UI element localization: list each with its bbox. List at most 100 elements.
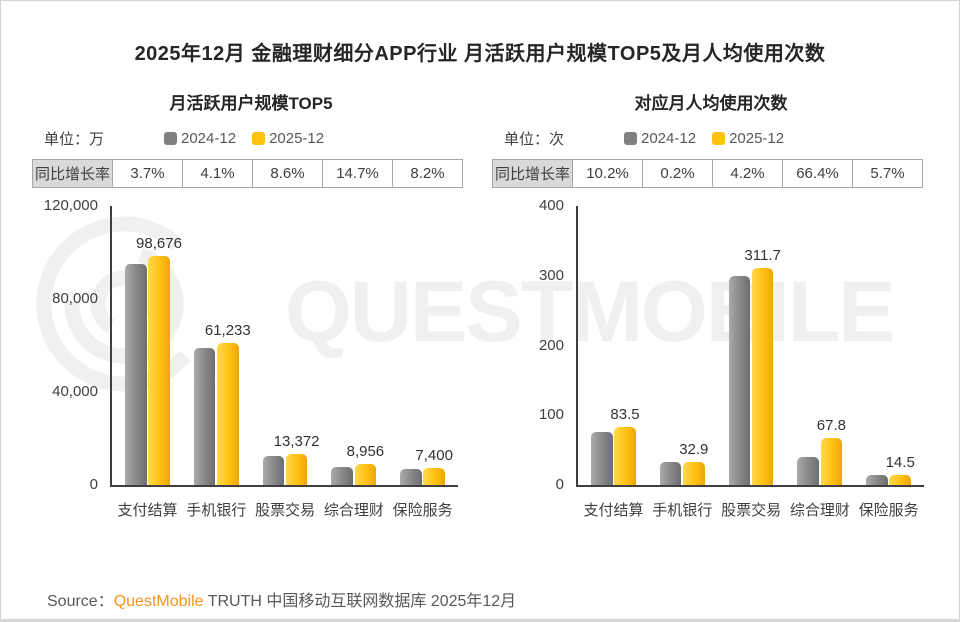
bar-chart-mau: 0 40,000 80,000 120,000 98,676 支付结算 61,233 手机银行… xyxy=(44,197,458,519)
yoy-growth-cell: 14.7% xyxy=(323,160,393,187)
category-label: 手机银行 xyxy=(652,502,713,519)
page-title: 2025年12月 金融理财细分APP行业 月活跃用户规模TOP5及月人均使用次数 xyxy=(134,43,826,65)
bar-group: 311.7 股票交易 xyxy=(721,206,781,519)
y-axis-tick-label: 40,000 xyxy=(52,383,98,400)
source-suffix: TRUTH 中国移动互联网数据库 2025年12月 xyxy=(203,593,517,610)
bar-2024-12 xyxy=(262,456,285,485)
category-label: 股票交易 xyxy=(721,502,782,519)
yoy-growth-cell: 0.2% xyxy=(643,160,713,187)
yoy-growth-table: 同比增长率 3.7% 4.1% 8.6% 14.7% 8.2% xyxy=(32,159,463,188)
bar-group: 98,676 支付结算 xyxy=(117,206,181,519)
bar-value-label: 98,676 xyxy=(136,234,182,252)
bar-value-label: 13,372 xyxy=(273,432,320,450)
y-axis-tick-label: 200 xyxy=(538,336,564,354)
bar-2024-12 xyxy=(591,432,613,485)
meta-row: 单位：次 2024-12 2025-12 xyxy=(504,127,931,149)
bar-2025-12 xyxy=(683,462,705,485)
legend-label: 2025-12 xyxy=(269,129,325,147)
yoy-growth-cell: 4.2% xyxy=(713,160,783,187)
bar-value-label: 61,233 xyxy=(204,321,251,339)
bar-value-label: 8,956 xyxy=(346,443,385,461)
yoy-growth-row-label: 同比增长率 xyxy=(493,160,573,187)
source-brand: QuestMobile xyxy=(113,593,204,610)
yoy-growth-cell: 8.2% xyxy=(410,165,445,182)
legend-item: 2025-12 xyxy=(252,130,324,147)
yoy-growth-cell: 8.6% xyxy=(253,160,323,187)
legend-swatch-icon xyxy=(252,131,266,145)
category-label: 保险服务 xyxy=(858,502,919,519)
y-axis-tick-label: 0 xyxy=(555,476,564,493)
meta-row: 单位：万 2024-12 2025-12 xyxy=(44,127,471,149)
yoy-growth-cell: 10.2% xyxy=(573,160,643,187)
yoy-growth-cell: 4.1% xyxy=(183,160,253,187)
category-label: 保险服务 xyxy=(392,502,453,519)
y-axis-tick-label: 0 xyxy=(89,476,98,493)
category-label: 支付结算 xyxy=(583,502,644,519)
bar-group: 67.8 综合理财 xyxy=(790,206,850,519)
yoy-growth-table: 同比增长率 10.2% 0.2% 4.2% 66.4% 5.7% xyxy=(492,159,923,188)
y-axis-tick-label: 120,000 xyxy=(43,197,98,214)
y-axis-tick-label: 80,000 xyxy=(52,290,98,307)
bar-2025-12 xyxy=(354,464,377,485)
category-label: 手机银行 xyxy=(186,502,247,519)
bar-group: 7,400 保险服务 xyxy=(393,206,453,519)
y-axis-tick-label: 100 xyxy=(538,406,564,424)
bar-chart-usage: 0 100 200 300 400 83.5 支付结算 32.9 手机银行 311.7 股票交易 67… xyxy=(539,197,924,519)
bar-value-label: 14.5 xyxy=(885,453,915,471)
bar-value-label: 311.7 xyxy=(744,246,781,264)
bar-2025-12 xyxy=(820,437,843,485)
yoy-growth-cell: 5.7% xyxy=(870,165,905,182)
yoy-growth-cells: 10.2% 0.2% 4.2% 66.4% 5.7% xyxy=(573,160,922,187)
unit-label: 单位：次 xyxy=(504,130,565,148)
bar-2025-12 xyxy=(889,474,911,485)
bar-2025-12 xyxy=(148,255,170,485)
bar-value-label: 83.5 xyxy=(610,405,640,423)
y-axis-tick-label: 400 xyxy=(538,197,564,214)
legend-item: 2024-12 xyxy=(624,130,696,147)
chart-subtitle: 月活跃用户规模TOP5 xyxy=(169,94,333,113)
y-axis-tick-label: 300 xyxy=(538,266,564,284)
bar-2024-12 xyxy=(866,475,888,485)
panel-mau-top5: 月活跃用户规模TOP5 单位：万 2024-12 2025-12 同比增长率 3.… xyxy=(31,1,471,619)
category-label: 支付结算 xyxy=(117,502,178,519)
bar-2024-12 xyxy=(331,466,353,485)
bar-group: 83.5 支付结算 xyxy=(583,206,643,519)
legend-swatch-icon xyxy=(712,131,726,145)
bar-2024-12 xyxy=(193,348,216,485)
yoy-growth-cell: 3.7% xyxy=(113,160,183,187)
legend-swatch-icon xyxy=(624,131,637,145)
bar-2025-12 xyxy=(285,453,308,485)
unit-label: 单位：万 xyxy=(44,130,105,148)
bar-2025-12 xyxy=(614,426,636,485)
legend-label: 2024-12 xyxy=(641,129,697,147)
legend-item: 2024-12 xyxy=(164,130,236,147)
bar-2024-12 xyxy=(797,456,819,485)
bar-group: 8,956 综合理财 xyxy=(324,206,384,519)
bar-group: 13,372 股票交易 xyxy=(255,206,319,519)
bar-group: 61,233 手机银行 xyxy=(186,206,250,519)
yoy-growth-cell: 66.4% xyxy=(783,160,853,187)
category-label: 综合理财 xyxy=(789,502,850,519)
bar-value-label: 32.9 xyxy=(679,441,709,459)
bar-group: 32.9 手机银行 xyxy=(652,206,712,519)
bar-2025-12 xyxy=(751,267,774,485)
bar-2025-12 xyxy=(217,342,239,485)
yoy-growth-row-label: 同比增长率 xyxy=(33,160,113,187)
legend-item: 2025-12 xyxy=(712,130,784,147)
source-prefix: Source： xyxy=(47,593,114,610)
bar-value-label: 7,400 xyxy=(415,446,453,464)
bar-2024-12 xyxy=(728,276,751,485)
legend: 2024-12 2025-12 xyxy=(164,130,324,147)
bar-2024-12 xyxy=(659,462,682,485)
legend-label: 2024-12 xyxy=(181,129,237,147)
bar-value-label: 67.8 xyxy=(816,416,846,434)
source-line: Source：QuestMobile TRUTH 中国移动互联网数据库 2025… xyxy=(47,587,516,611)
bar-2025-12 xyxy=(423,467,445,485)
legend-swatch-icon xyxy=(164,131,177,145)
bar-2024-12 xyxy=(125,263,147,485)
bar-group: 14.5 保险服务 xyxy=(859,206,919,519)
legend-label: 2025-12 xyxy=(729,129,785,147)
category-label: 股票交易 xyxy=(255,502,316,519)
chart-subtitle: 对应月人均使用次数 xyxy=(634,94,788,113)
